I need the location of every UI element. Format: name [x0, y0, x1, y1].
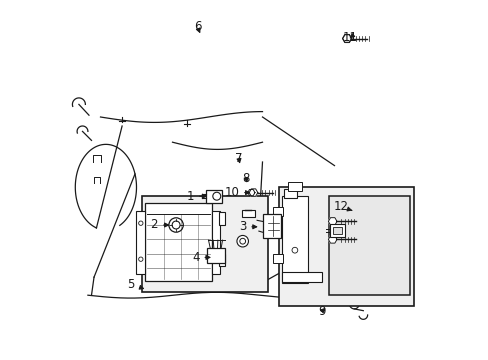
Circle shape — [172, 221, 180, 229]
Bar — [282, 272, 321, 282]
Bar — [284, 189, 296, 198]
Text: 12: 12 — [333, 201, 351, 213]
Bar — [278, 187, 413, 306]
Bar — [329, 224, 344, 237]
Circle shape — [291, 247, 297, 253]
Text: 10: 10 — [224, 186, 249, 199]
Polygon shape — [342, 35, 351, 42]
Bar — [328, 196, 409, 295]
Circle shape — [139, 257, 142, 261]
Bar — [142, 196, 267, 292]
Text: 9: 9 — [317, 305, 325, 318]
Text: 6: 6 — [193, 21, 201, 33]
Polygon shape — [249, 189, 257, 196]
Bar — [145, 203, 212, 281]
Polygon shape — [328, 236, 336, 243]
Bar — [332, 227, 341, 234]
Text: 8: 8 — [242, 172, 249, 185]
Circle shape — [212, 192, 220, 200]
Bar — [212, 211, 220, 274]
Text: 2: 2 — [150, 219, 168, 231]
Bar — [273, 254, 283, 263]
Bar — [241, 210, 254, 217]
Bar — [136, 211, 145, 274]
Bar — [218, 254, 224, 266]
Circle shape — [139, 221, 142, 225]
Bar — [287, 182, 302, 191]
Circle shape — [237, 235, 248, 247]
Bar — [206, 248, 224, 263]
Text: 11: 11 — [342, 31, 357, 44]
Circle shape — [239, 238, 245, 244]
Bar — [205, 190, 222, 203]
Polygon shape — [328, 218, 336, 225]
Bar — [282, 196, 307, 283]
Text: 4: 4 — [192, 251, 209, 264]
Bar — [218, 212, 224, 225]
Text: 7: 7 — [235, 152, 242, 165]
Text: 5: 5 — [127, 278, 143, 291]
Bar — [262, 214, 280, 238]
Circle shape — [168, 218, 183, 232]
Bar — [273, 207, 283, 216]
Text: 3: 3 — [239, 220, 256, 233]
Text: 1: 1 — [186, 190, 206, 203]
